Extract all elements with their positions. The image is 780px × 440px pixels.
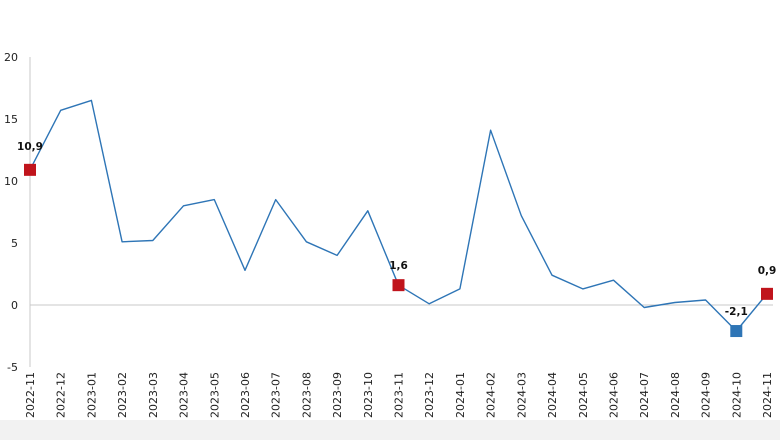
chart-area: -5 0 5 10 15 20 2022-11 2022-12 2023-01 2023-02 2… bbox=[4, 51, 777, 418]
data-label: 0,9 bbox=[758, 265, 777, 277]
x-tick-label: 2022-12 bbox=[55, 372, 68, 418]
y-tick-label: 0 bbox=[11, 299, 18, 312]
x-tick-label: 2023-02 bbox=[116, 372, 129, 418]
x-tick-label: 2023-07 bbox=[270, 372, 283, 418]
x-tick-label: 2023-10 bbox=[362, 372, 375, 418]
x-tick-label: 2022-11 bbox=[24, 372, 37, 418]
x-tick-label: 2024-10 bbox=[730, 372, 743, 418]
x-tick-label: 2024-01 bbox=[454, 372, 467, 418]
x-tick-label: 2023-01 bbox=[85, 372, 98, 418]
x-tick-label: 2024-11 bbox=[761, 372, 774, 418]
data-marker bbox=[24, 163, 36, 176]
x-axis: 2022-11 2022-12 2023-01 2023-02 2023-03 2023-… bbox=[24, 304, 774, 418]
x-tick-label: 2024-07 bbox=[638, 372, 651, 418]
x-tick-label: 2024-04 bbox=[546, 372, 559, 418]
y-tick-label: 10 bbox=[4, 175, 18, 188]
x-tick-label: 2023-05 bbox=[208, 372, 221, 418]
x-tick-label: 2023-06 bbox=[239, 372, 252, 418]
x-tick-label: 2024-08 bbox=[669, 372, 682, 418]
x-tick-label: 2023-03 bbox=[147, 372, 160, 418]
x-tick-label: 2024-02 bbox=[485, 372, 498, 418]
data-marker bbox=[761, 287, 773, 300]
data-label: 10,9 bbox=[17, 141, 43, 153]
y-axis: -5 0 5 10 15 20 bbox=[4, 51, 31, 374]
y-tick-label: 20 bbox=[4, 51, 18, 64]
series bbox=[29, 99, 768, 332]
x-tick-label: 2024-05 bbox=[577, 372, 590, 418]
data-marker bbox=[392, 279, 405, 292]
data-label: 1,6 bbox=[389, 260, 408, 272]
x-tick-label: 2024-03 bbox=[515, 372, 528, 418]
x-tick-label: 2023-12 bbox=[423, 372, 436, 418]
x-tick-label: 2023-09 bbox=[331, 372, 344, 418]
highlight-markers: 10,9 1,6 -2,1 0,9 bbox=[17, 141, 777, 338]
y-tick-label: 15 bbox=[4, 113, 18, 126]
x-tick-label: 2023-04 bbox=[178, 372, 191, 418]
data-label: -2,1 bbox=[725, 306, 748, 318]
y-tick-label: -5 bbox=[7, 361, 18, 374]
data-marker bbox=[730, 325, 743, 338]
x-tick-label: 2024-09 bbox=[700, 372, 713, 418]
footer-band bbox=[0, 420, 780, 440]
y-tick-label: 5 bbox=[11, 237, 18, 250]
x-tick-label: 2024-06 bbox=[607, 372, 620, 418]
x-tick-label: 2023-08 bbox=[300, 372, 313, 418]
series-line bbox=[29, 99, 768, 332]
x-tick-label: 2023-11 bbox=[393, 372, 406, 418]
